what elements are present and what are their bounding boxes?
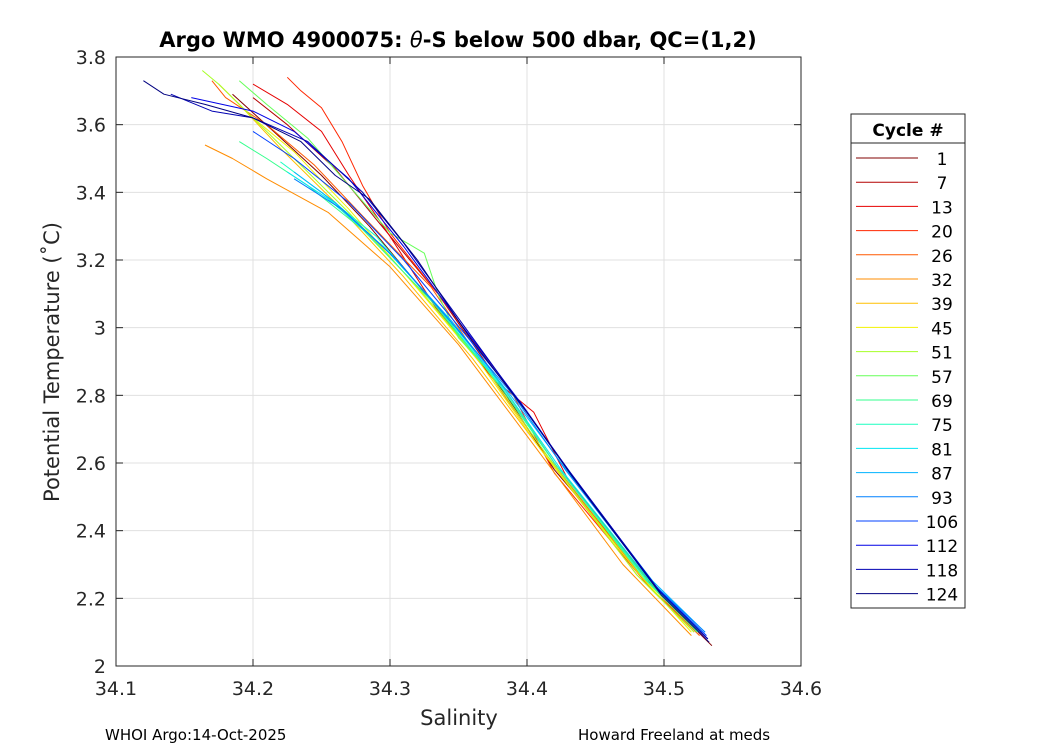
legend-label: 106 [926,513,958,533]
y-tick-label: 3.8 [76,47,106,69]
y-tick-label: 3 [94,318,106,340]
axes-box [115,56,802,667]
legend-label: 13 [931,198,953,218]
tick-labels: 34.1 34.2 34.3 34.4 34.5 34.6 2 2.2 2.4 2.6 2.8 3 3.… [76,47,822,700]
y-tick-label: 2.2 [76,588,106,610]
y-tick-label: 3.4 [76,182,106,204]
x-tick-label: 34.3 [369,678,411,700]
legend-box [850,113,966,609]
chart-title: Argo WMO 4900075: θ-S below 500 dbar, QC… [159,28,756,52]
series-line-cycle-81 [287,171,703,633]
legend-label: 7 [937,174,948,194]
series-line-cycle-124 [143,80,710,643]
y-tick-label: 2 [94,656,106,678]
legend-label: 57 [931,368,953,388]
legend-entries: 1 7 13 20 26 32 39 45 51 57 69 75 81 87 93 106 112 118 124 [856,150,958,606]
legend-label: 1 [937,150,948,170]
legend-label: 69 [931,392,953,412]
plot-area [116,57,801,666]
y-axis-label: Potential Temperature (˚C) [40,222,64,502]
legend-label: 118 [926,561,958,581]
x-axis-label: Salinity [420,706,498,730]
y-tick-label: 3.6 [76,115,106,137]
legend-title: Cycle # [872,121,943,141]
legend-label: 45 [931,319,953,339]
series-line-cycle-69 [239,141,699,633]
legend-label: 75 [931,416,953,436]
legend-label: 20 [931,223,953,243]
legend-label: 26 [931,247,953,267]
y-tick-label: 3.2 [76,250,106,272]
series-line-cycle-32 [204,144,692,636]
y-tick-label: 2.4 [76,521,106,543]
legend-label: 32 [931,271,953,291]
series-line-cycle-51 [201,70,695,633]
legend-label: 93 [931,489,953,509]
x-tick-label: 34.1 [95,678,137,700]
legend-label: 51 [931,344,953,364]
legend: Cycle # 17132026323945515769758187931061… [850,113,966,609]
legend-label: 124 [926,586,958,606]
x-tick-label: 34.6 [780,678,822,700]
legend-label: 112 [926,537,958,557]
legend-label: 87 [931,465,953,485]
x-tick-label: 34.4 [506,678,548,700]
y-tick-label: 2.6 [76,453,106,475]
x-tick-label: 34.5 [643,678,685,700]
legend-label: 39 [931,295,953,315]
footer-right: Howard Freeland at meds [578,726,770,744]
grid [115,56,802,667]
y-tick-label: 2.8 [76,385,106,407]
series-layer [143,70,713,647]
x-tick-label: 34.2 [232,678,274,700]
legend-label: 81 [931,440,953,460]
footer-left: WHOI Argo:14-Oct-2025 [105,726,286,744]
ticks [115,56,802,667]
